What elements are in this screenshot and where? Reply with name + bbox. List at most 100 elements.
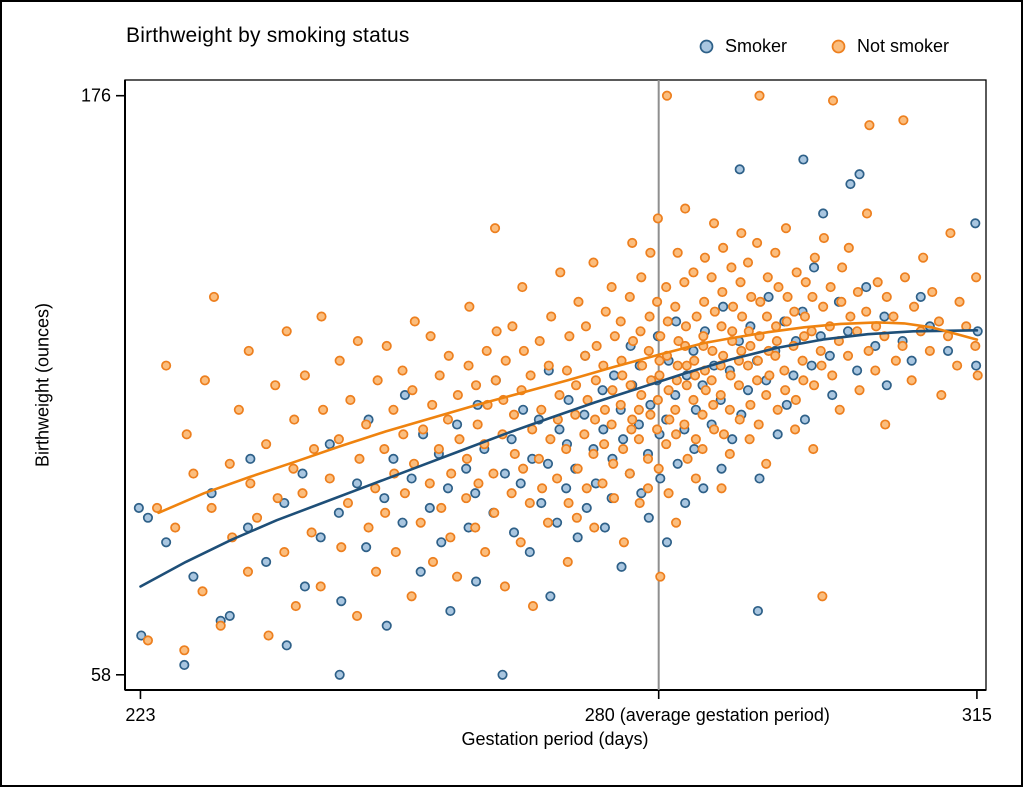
point-not-smoker — [827, 95, 839, 106]
point-smoker — [572, 532, 583, 543]
point-not-smoker — [670, 404, 681, 415]
point-not-smoker — [290, 601, 301, 612]
point-smoker — [752, 605, 763, 617]
point-not-smoker — [870, 365, 881, 376]
point-smoker — [245, 453, 256, 464]
point-not-smoker — [746, 291, 757, 302]
x-tick-label: 223 — [125, 705, 155, 725]
point-not-smoker — [691, 311, 702, 322]
point-not-smoker — [618, 443, 629, 455]
point-not-smoker — [533, 453, 544, 464]
point-not-smoker — [589, 414, 601, 425]
point-not-smoker — [727, 301, 739, 312]
point-not-smoker — [525, 370, 536, 381]
point-smoker — [388, 453, 399, 464]
point-not-smoker — [472, 419, 483, 430]
point-not-smoker — [718, 350, 729, 361]
point-smoker — [399, 390, 410, 401]
point-not-smoker — [372, 375, 383, 386]
point-not-smoker — [843, 242, 854, 253]
point-not-smoker — [799, 331, 810, 342]
point-smoker — [698, 483, 709, 494]
point-smoker — [827, 390, 838, 401]
point-not-smoker — [615, 399, 626, 410]
point-not-smoker — [635, 326, 646, 337]
point-not-smoker — [527, 601, 539, 612]
point-not-smoker — [263, 630, 274, 641]
point-not-smoker — [570, 409, 581, 420]
point-smoker — [497, 669, 508, 680]
point-not-smoker — [654, 370, 665, 381]
point-not-smoker — [672, 360, 683, 371]
point-smoker — [852, 365, 863, 376]
point-not-smoker — [800, 277, 811, 288]
point-not-smoker — [542, 517, 554, 528]
point-not-smoker — [735, 277, 746, 288]
point-not-smoker — [754, 90, 765, 101]
point-not-smoker — [442, 414, 454, 425]
point-not-smoker — [208, 291, 220, 302]
point-smoker — [336, 596, 347, 607]
point-smoker — [718, 301, 729, 312]
point-not-smoker — [555, 267, 566, 278]
point-not-smoker — [388, 404, 399, 415]
point-smoker — [552, 517, 563, 528]
point-not-smoker — [718, 242, 729, 253]
point-not-smoker — [699, 296, 710, 307]
point-not-smoker — [679, 419, 690, 430]
point-not-smoker — [716, 321, 727, 332]
point-not-smoker — [770, 247, 781, 258]
point-not-smoker — [645, 409, 656, 420]
point-smoker — [515, 478, 526, 489]
point-not-smoker — [736, 228, 747, 239]
point-not-smoker — [452, 390, 463, 401]
point-not-smoker — [297, 488, 308, 499]
point-not-smoker — [215, 620, 226, 631]
point-not-smoker — [854, 385, 865, 396]
point-not-smoker — [443, 350, 454, 361]
point-not-smoker — [534, 336, 545, 347]
point-not-smoker — [637, 360, 648, 371]
point-not-smoker — [888, 311, 899, 322]
point-not-smoker — [161, 360, 172, 371]
point-not-smoker — [454, 434, 465, 445]
point-not-smoker — [954, 296, 965, 307]
point-not-smoker — [624, 468, 635, 479]
x-tick-label: 315 — [962, 705, 992, 725]
point-not-smoker — [724, 404, 735, 415]
point-not-smoker — [662, 316, 673, 327]
point-smoker — [861, 282, 872, 293]
point-smoker — [879, 311, 890, 322]
point-smoker — [324, 439, 335, 450]
point-smoker — [781, 399, 792, 410]
point-not-smoker — [842, 350, 854, 361]
point-not-smoker — [897, 340, 908, 352]
y-tick-label: 176 — [81, 86, 111, 106]
point-not-smoker — [706, 272, 717, 283]
point-not-smoker — [789, 306, 800, 317]
point-not-smoker — [791, 267, 802, 278]
point-not-smoker — [636, 272, 647, 283]
point-smoker — [554, 424, 565, 435]
point-not-smoker — [345, 394, 356, 406]
point-not-smoker — [572, 463, 583, 474]
point-not-smoker — [642, 453, 654, 464]
point-not-smoker — [333, 434, 344, 445]
point-not-smoker — [536, 404, 547, 415]
point-smoker — [261, 556, 272, 567]
point-not-smoker — [252, 512, 263, 523]
point-not-smoker — [618, 537, 629, 548]
point-not-smoker — [488, 468, 499, 479]
point-smoker — [915, 291, 926, 302]
point-smoker — [379, 493, 390, 504]
point-smoker — [499, 468, 510, 479]
point-not-smoker — [927, 286, 938, 298]
point-not-smoker — [890, 355, 901, 366]
point-not-smoker — [690, 434, 701, 445]
point-not-smoker — [755, 296, 766, 307]
point-smoker — [661, 537, 673, 548]
point-not-smoker — [199, 375, 210, 386]
point-smoker — [352, 478, 363, 489]
point-not-smoker — [518, 463, 529, 474]
point-smoker — [381, 620, 392, 631]
